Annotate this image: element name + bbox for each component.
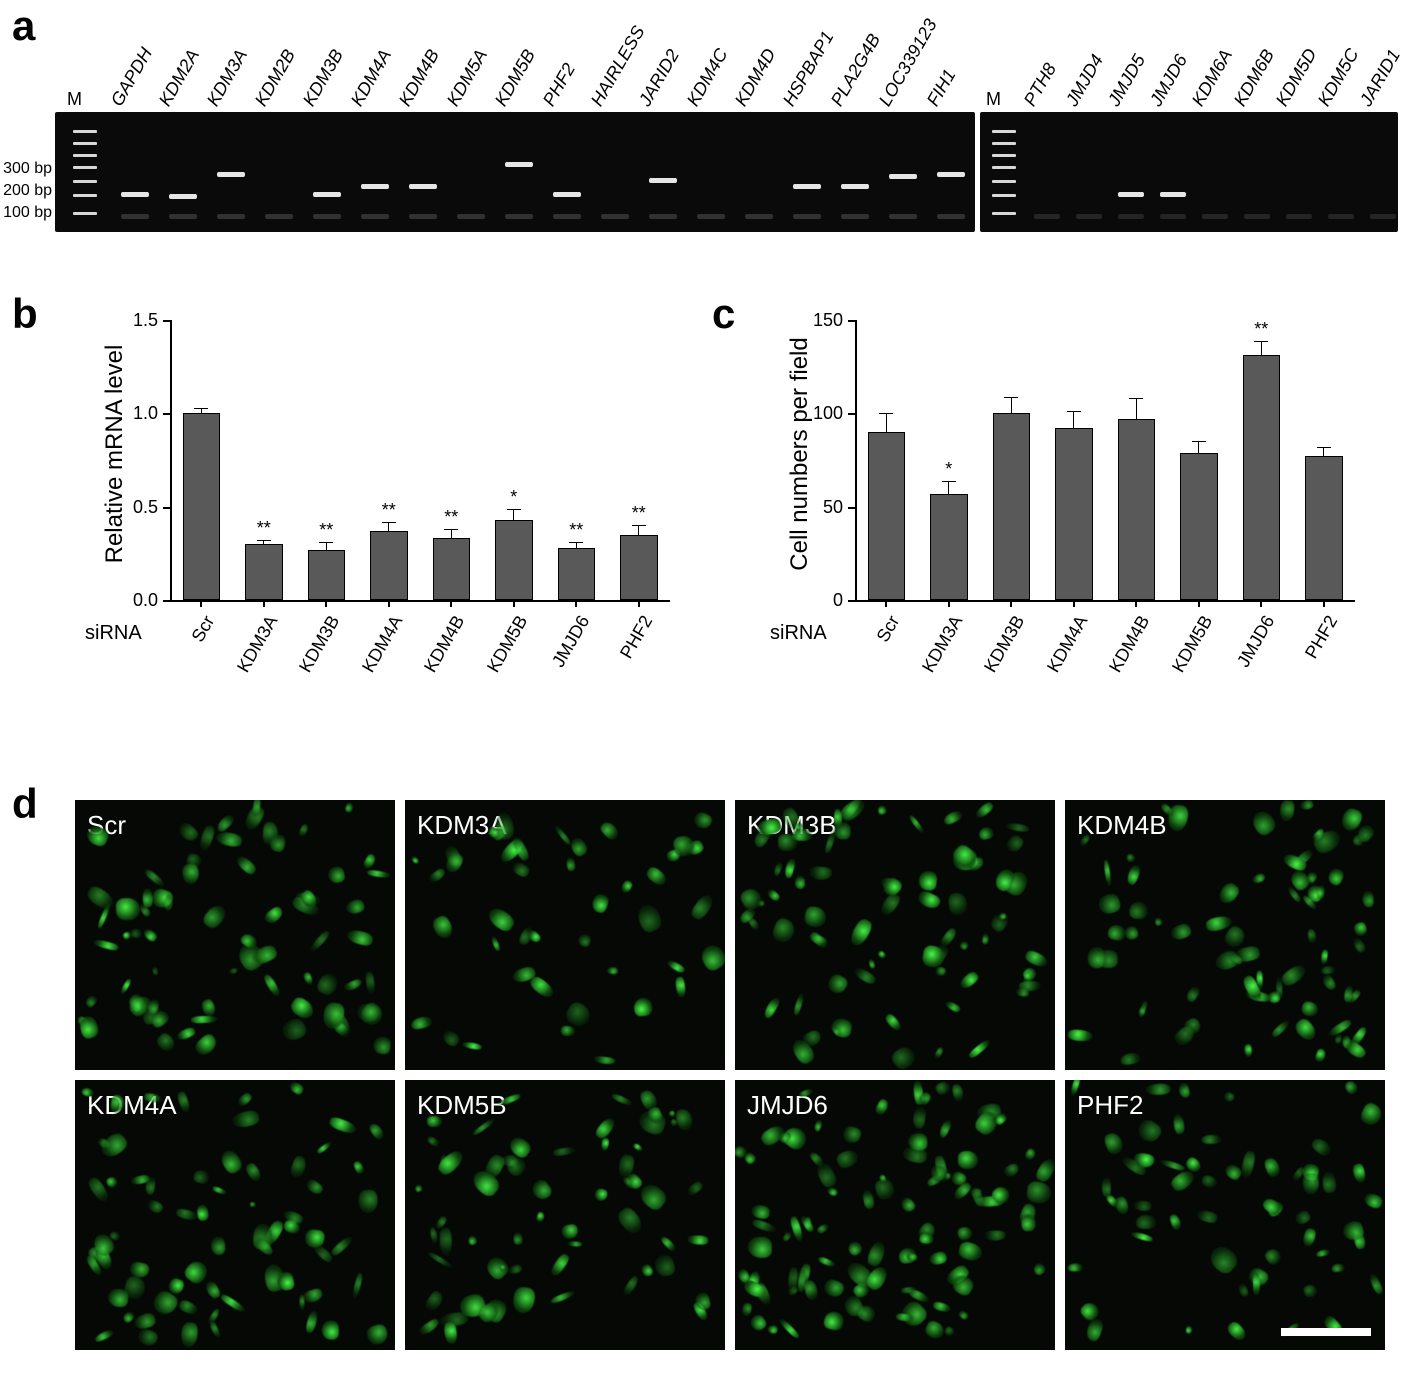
micrograph-KDM4B: KDM4B bbox=[1065, 800, 1385, 1070]
bar-KDM5B bbox=[495, 520, 533, 600]
lane-label-KDM3A: KDM3A bbox=[203, 46, 252, 110]
bar-Scr bbox=[183, 413, 221, 600]
gel-band-PLA2G4B bbox=[841, 184, 869, 189]
lane-label-KDM4A: KDM4A bbox=[347, 46, 396, 110]
bar-KDM3A bbox=[930, 494, 968, 600]
lane-label-M-right: M bbox=[986, 89, 1001, 110]
sig-JMJD6: ** bbox=[561, 520, 591, 541]
micrograph-label-KDM4A: KDM4A bbox=[87, 1090, 177, 1121]
panel-b-label: b bbox=[12, 290, 38, 338]
micrograph-KDM4A: KDM4A bbox=[75, 1080, 395, 1350]
micrograph-KDM5B: KDM5B bbox=[405, 1080, 725, 1350]
sig-JMJD6: ** bbox=[1246, 319, 1276, 340]
panel-b-chart: Relative mRNA level 0.00.51.01.5Scr**KDM… bbox=[75, 300, 695, 760]
gel-image-left bbox=[55, 112, 975, 232]
lane-label-KDM2B: KDM2B bbox=[251, 46, 300, 110]
scalebar bbox=[1281, 1328, 1371, 1336]
lane-label-KDM4C: KDM4C bbox=[683, 45, 733, 110]
micrograph-Scr: Scr bbox=[75, 800, 395, 1070]
micrograph-KDM3B: KDM3B bbox=[735, 800, 1055, 1070]
gel-band-PHF2 bbox=[553, 192, 581, 197]
chart-b-plot: 0.00.51.01.5Scr**KDM3A**KDM3B**KDM4A**KD… bbox=[75, 300, 690, 770]
gel-band-HSPBAP1 bbox=[793, 184, 821, 189]
lane-label-JMJD6: JMJD6 bbox=[1146, 51, 1192, 110]
bar-KDM4A bbox=[370, 531, 408, 600]
micrograph-PHF2: PHF2 bbox=[1065, 1080, 1385, 1350]
bar-KDM4B bbox=[1118, 419, 1156, 600]
bar-PHF2 bbox=[1305, 456, 1343, 600]
lane-label-KDM3B: KDM3B bbox=[299, 46, 348, 110]
sig-KDM4A: ** bbox=[374, 500, 404, 521]
bar-JMJD6 bbox=[558, 548, 596, 600]
sig-KDM3B: ** bbox=[311, 520, 341, 541]
chart-b-xtitle: siRNA bbox=[85, 622, 142, 645]
gel-marker-300bp: 300 bp bbox=[3, 160, 52, 178]
sig-KDM5B: * bbox=[499, 487, 529, 508]
gel-band-GAPDH bbox=[121, 192, 149, 197]
bar-KDM3B bbox=[308, 550, 346, 600]
sig-KDM3A: * bbox=[934, 459, 964, 480]
sig-KDM4B: ** bbox=[436, 507, 466, 528]
panel-a-label: a bbox=[12, 2, 35, 50]
lane-label-KDM5A: KDM5A bbox=[443, 46, 492, 110]
gel-band-KDM2A bbox=[169, 194, 197, 199]
lane-label-JARID2: JARID2 bbox=[635, 46, 684, 110]
bar-KDM4B bbox=[433, 538, 471, 600]
lane-label-KDM5B: KDM5B bbox=[491, 46, 540, 110]
lane-label-KDM5D: KDM5D bbox=[1272, 45, 1322, 110]
gel-image-right bbox=[980, 112, 1398, 232]
chart-c-plot: 050100150Scr*KDM3AKDM3BKDM4AKDM4BKDM5B**… bbox=[760, 300, 1375, 770]
bar-PHF2 bbox=[620, 535, 658, 600]
bar-KDM3A bbox=[245, 544, 283, 600]
lane-label-JMJD5: JMJD5 bbox=[1104, 51, 1150, 110]
gel-band-FIH1 bbox=[937, 172, 965, 177]
panel-d-label: d bbox=[12, 780, 38, 828]
gel-band-JMJD6 bbox=[1160, 192, 1186, 197]
lane-label-FIH1: FIH1 bbox=[923, 66, 961, 110]
panel-d-micrographs: ScrKDM3AKDM3B KDM4B KDM4A KDM5B JMJD6 PHF2 bbox=[55, 790, 1395, 1370]
gel-lane-labels: MGAPDHKDM2AKDM3AKDM2BKDM3BKDM4AKDM4BKDM5… bbox=[55, 0, 1395, 112]
gel-band-KDM4B bbox=[409, 184, 437, 189]
micrograph-grid: ScrKDM3AKDM3B KDM4B KDM4A KDM5B JMJD6 PHF2 bbox=[75, 800, 1385, 1350]
gel-band-JMJD5 bbox=[1118, 192, 1144, 197]
lane-label-JMJD4: JMJD4 bbox=[1062, 51, 1108, 110]
lane-label-KDM6A: KDM6A bbox=[1188, 46, 1237, 110]
panel-c-chart: Cell numbers per field 050100150Scr*KDM3… bbox=[760, 300, 1380, 760]
gel-marker-200bp: 200 bp bbox=[3, 182, 52, 200]
gel-band-KDM5B bbox=[505, 162, 533, 167]
gel-band-KDM3A bbox=[217, 172, 245, 177]
gel-band-KDM4A bbox=[361, 184, 389, 189]
lane-label-PHF2: PHF2 bbox=[539, 60, 580, 110]
micrograph-label-KDM4B: KDM4B bbox=[1077, 810, 1167, 841]
gel-band-LOC339123 bbox=[889, 174, 917, 179]
chart-c-xtitle: siRNA bbox=[770, 622, 827, 645]
bar-KDM4A bbox=[1055, 428, 1093, 600]
micrograph-KDM3A: KDM3A bbox=[405, 800, 725, 1070]
lane-label-KDM4B: KDM4B bbox=[395, 46, 444, 110]
gel-band-KDM3B bbox=[313, 192, 341, 197]
xlabel-PHF2: PHF2 bbox=[579, 612, 657, 726]
xlabel-PHF2: PHF2 bbox=[1264, 612, 1342, 726]
lane-label-PTH8: PTH8 bbox=[1020, 60, 1061, 110]
panel-c-label: c bbox=[712, 290, 735, 338]
gel-marker-100bp: 100 bp bbox=[3, 204, 52, 222]
gel-band-JARID2 bbox=[649, 178, 677, 183]
bar-Scr bbox=[868, 432, 906, 600]
sig-PHF2: ** bbox=[624, 503, 654, 524]
micrograph-JMJD6: JMJD6 bbox=[735, 1080, 1055, 1350]
micrograph-label-PHF2: PHF2 bbox=[1077, 1090, 1143, 1121]
bar-KDM5B bbox=[1180, 453, 1218, 600]
gel-marker-labels: 300 bp 200 bp 100 bp bbox=[0, 112, 54, 232]
micrograph-label-JMJD6: JMJD6 bbox=[747, 1090, 828, 1121]
lane-label-GAPDH: GAPDH bbox=[107, 44, 157, 110]
lane-label-M-left: M bbox=[67, 89, 82, 110]
sig-KDM3A: ** bbox=[249, 518, 279, 539]
lane-label-KDM2A: KDM2A bbox=[155, 46, 204, 110]
bar-JMJD6 bbox=[1243, 355, 1281, 600]
panel-a-gel: 300 bp200 bp100 bp MGAPDHKDM2AKDM3AKDM2B… bbox=[55, 0, 1395, 260]
bar-KDM3B bbox=[993, 413, 1031, 600]
lane-label-KDM4D: KDM4D bbox=[731, 45, 781, 110]
